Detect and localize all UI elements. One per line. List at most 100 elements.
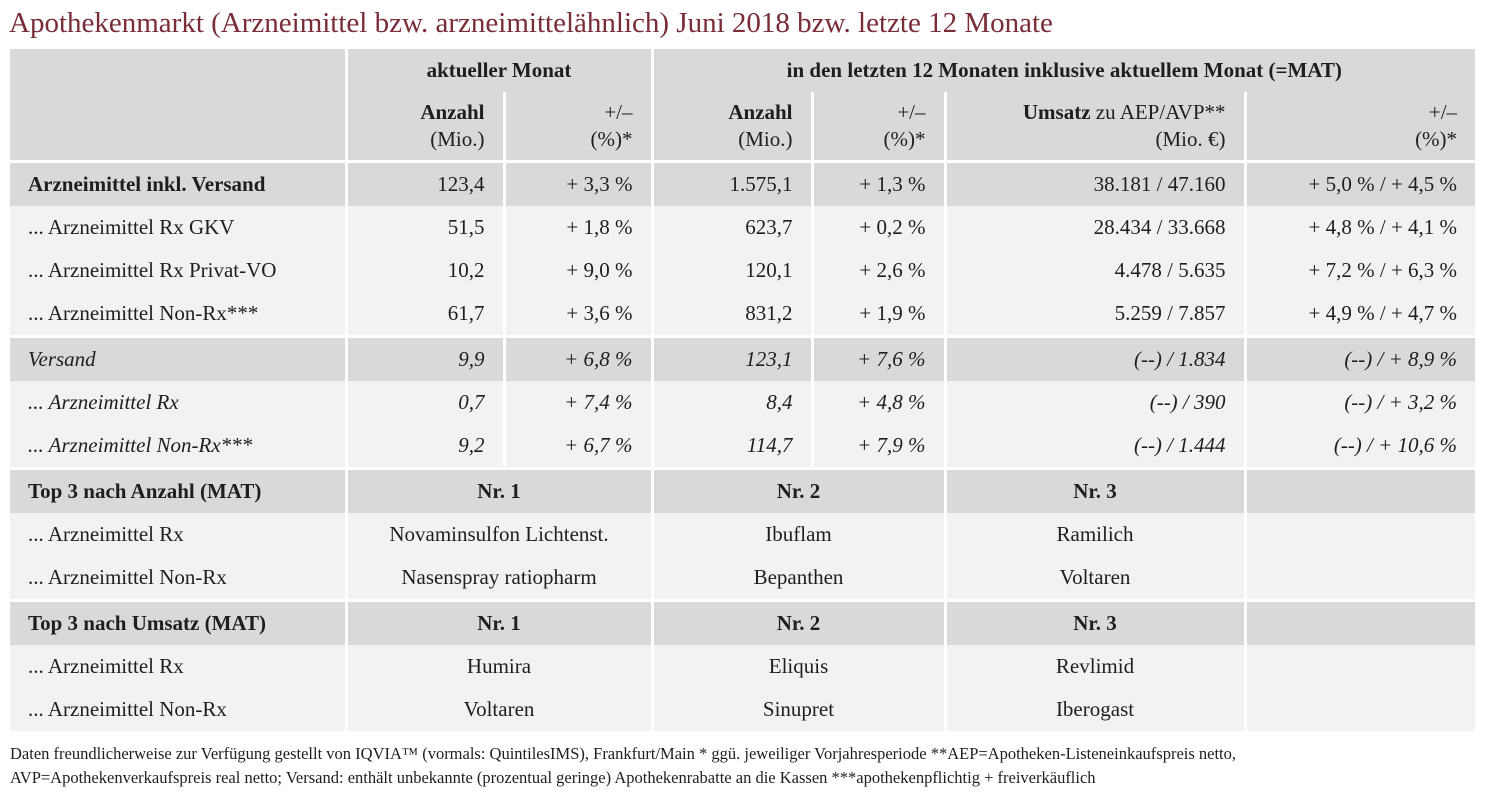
cell-umsatz-change: + 4,8 % / + 4,1 % — [1243, 206, 1476, 249]
row-label: ... Arzneimittel Rx — [10, 381, 348, 424]
cell-change: + 3,3 % — [502, 160, 654, 206]
cell-change: + 6,7 % — [502, 424, 654, 469]
cell-umsatz-change: + 5,0 % / + 4,5 % — [1243, 160, 1476, 206]
cell-umsatz: 5.259 / 7.857 — [943, 292, 1247, 337]
row-label: ... Arzneimittel Rx GKV — [10, 206, 348, 249]
cell-umsatz-change: (--) / + 3,2 % — [1243, 381, 1476, 424]
footnote-line-2: AVP=Apothekenverkaufspreis real netto; V… — [10, 768, 1096, 787]
empty-cell — [1243, 645, 1476, 688]
top-anzahl-nr2: Nr. 2 — [650, 467, 947, 513]
top-umsatz-nr2: Nr. 2 — [650, 599, 947, 645]
page-title: Apothekenmarkt (Arzneimittel bzw. arznei… — [9, 7, 1053, 39]
empty-cell — [1243, 688, 1476, 731]
row-label: ... Arzneimittel Non-Rx — [10, 688, 348, 731]
cell-anzahl-mat: 123,1 — [650, 335, 814, 381]
cell-anzahl: 10,2 — [344, 249, 506, 292]
row-label: ... Arzneimittel Non-Rx — [10, 556, 348, 601]
cell-anzahl-mat: 831,2 — [650, 292, 814, 337]
header-empty-cell — [10, 49, 348, 92]
cell-umsatz-change: + 7,2 % / + 6,3 % — [1243, 249, 1476, 292]
cell-product-1: Nasenspray ratiopharm — [344, 556, 654, 601]
row-label: Versand — [10, 335, 348, 381]
cell-change-mat: + 0,2 % — [810, 206, 947, 249]
header-current-month: aktueller Monat — [344, 49, 654, 92]
cell-product-1: Voltaren — [344, 688, 654, 731]
cell-anzahl: 123,4 — [344, 160, 506, 206]
header-column-row: Anzahl (Mio.) +/– (%)* Anzahl (Mio.) +/– (%)… — [10, 92, 1476, 162]
cell-product-3: Iberogast — [943, 688, 1247, 731]
empty-cell — [1243, 513, 1476, 556]
cell-umsatz: 4.478 / 5.635 — [943, 249, 1247, 292]
top-anzahl-heading-row: Top 3 nach Anzahl (MAT) Nr. 1 Nr. 2 Nr. … — [10, 467, 1476, 513]
table-row: ... Arzneimittel Non-Rx Nasenspray ratio… — [10, 556, 1476, 601]
cell-change-mat: + 4,8 % — [810, 381, 947, 424]
cell-anzahl: 61,7 — [344, 292, 506, 337]
footnote: Daten freundlicherweise zur Verfügung ge… — [10, 742, 1478, 790]
footnote-line-1: Daten freundlicherweise zur Verfügung ge… — [10, 744, 1237, 763]
header-change-current: +/– (%)* — [502, 92, 654, 162]
cell-product-2: Bepanthen — [650, 556, 947, 601]
table-row: ... Arzneimittel Rx Novaminsulfon Lichte… — [10, 513, 1476, 556]
row-label: Arzneimittel inkl. Versand — [10, 160, 348, 206]
header-umsatz-mat: Umsatz zu AEP/AVP** (Mio. €) — [943, 92, 1247, 162]
table-row: ... Arzneimittel Rx GKV 51,5 + 1,8 % 623… — [10, 206, 1476, 249]
top-umsatz-nr3: Nr. 3 — [943, 599, 1247, 645]
cell-anzahl: 51,5 — [344, 206, 506, 249]
top-umsatz-nr1: Nr. 1 — [344, 599, 654, 645]
table-row: ... Arzneimittel Non-Rx Voltaren Sinupre… — [10, 688, 1476, 731]
row-label: ... Arzneimittel Rx — [10, 645, 348, 688]
cell-change-mat: + 7,6 % — [810, 335, 947, 381]
cell-anzahl-mat: 8,4 — [650, 381, 814, 424]
cell-product-3: Ramilich — [943, 513, 1247, 556]
cell-product-2: Sinupret — [650, 688, 947, 731]
cell-change-mat: + 1,3 % — [810, 160, 947, 206]
cell-anzahl: 9,9 — [344, 335, 506, 381]
cell-anzahl-mat: 1.575,1 — [650, 160, 814, 206]
empty-cell — [1243, 467, 1476, 513]
cell-product-1: Humira — [344, 645, 654, 688]
header-empty-cell — [10, 92, 348, 162]
cell-anzahl-mat: 623,7 — [650, 206, 814, 249]
cell-umsatz-change: (--) / + 10,6 % — [1243, 424, 1476, 469]
cell-change: + 7,4 % — [502, 381, 654, 424]
cell-umsatz: (--) / 390 — [943, 381, 1247, 424]
top-umsatz-heading-row: Top 3 nach Umsatz (MAT) Nr. 1 Nr. 2 Nr. … — [10, 599, 1476, 645]
table-row: ... Arzneimittel Non-Rx*** 9,2 + 6,7 % 1… — [10, 424, 1476, 469]
top-umsatz-heading: Top 3 nach Umsatz (MAT) — [10, 599, 348, 645]
table-row: ... Arzneimittel Rx Privat-VO 10,2 + 9,0… — [10, 249, 1476, 292]
market-table: aktueller Monat in den letzten 12 Monate… — [10, 49, 1476, 731]
cell-product-3: Revlimid — [943, 645, 1247, 688]
empty-cell — [1243, 556, 1476, 601]
header-mat: in den letzten 12 Monaten inklusive aktu… — [650, 49, 1476, 92]
table-row: ... Arzneimittel Non-Rx*** 61,7 + 3,6 % … — [10, 292, 1476, 337]
cell-umsatz: (--) / 1.444 — [943, 424, 1247, 469]
header-anzahl-current: Anzahl (Mio.) — [344, 92, 506, 162]
top-anzahl-nr3: Nr. 3 — [943, 467, 1247, 513]
cell-change-mat: + 1,9 % — [810, 292, 947, 337]
empty-cell — [1243, 599, 1476, 645]
cell-change-mat: + 2,6 % — [810, 249, 947, 292]
row-label: ... Arzneimittel Non-Rx*** — [10, 424, 348, 469]
cell-change: + 6,8 % — [502, 335, 654, 381]
table-row: ... Arzneimittel Rx Humira Eliquis Revli… — [10, 645, 1476, 688]
cell-product-1: Novaminsulfon Lichtenst. — [344, 513, 654, 556]
cell-product-2: Ibuflam — [650, 513, 947, 556]
cell-anzahl: 0,7 — [344, 381, 506, 424]
cell-anzahl-mat: 120,1 — [650, 249, 814, 292]
header-change-mat: +/– (%)* — [810, 92, 947, 162]
cell-product-2: Eliquis — [650, 645, 947, 688]
cell-change: + 9,0 % — [502, 249, 654, 292]
cell-umsatz-change: + 4,9 % / + 4,7 % — [1243, 292, 1476, 337]
row-label: ... Arzneimittel Non-Rx*** — [10, 292, 348, 337]
cell-change-mat: + 7,9 % — [810, 424, 947, 469]
top-anzahl-heading: Top 3 nach Anzahl (MAT) — [10, 467, 348, 513]
cell-product-3: Voltaren — [943, 556, 1247, 601]
header-umsatz-change: +/– (%)* — [1243, 92, 1476, 162]
cell-umsatz: 38.181 / 47.160 — [943, 160, 1247, 206]
table-row: Versand 9,9 + 6,8 % 123,1 + 7,6 % (--) /… — [10, 335, 1476, 381]
cell-anzahl-mat: 114,7 — [650, 424, 814, 469]
row-label: ... Arzneimittel Rx — [10, 513, 348, 556]
cell-umsatz-change: (--) / + 8,9 % — [1243, 335, 1476, 381]
cell-change: + 1,8 % — [502, 206, 654, 249]
cell-umsatz: 28.434 / 33.668 — [943, 206, 1247, 249]
